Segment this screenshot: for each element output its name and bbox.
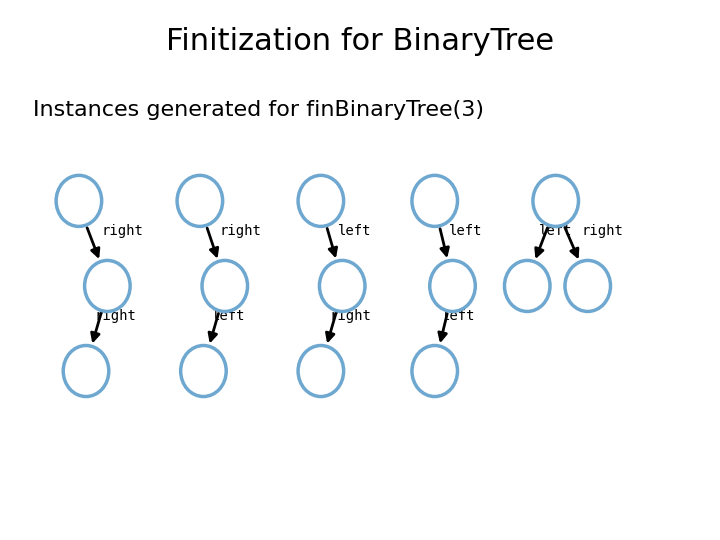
- Ellipse shape: [412, 176, 457, 226]
- Text: right: right: [220, 224, 261, 238]
- Ellipse shape: [181, 346, 226, 396]
- Ellipse shape: [320, 260, 365, 312]
- Ellipse shape: [298, 346, 343, 396]
- Text: left: left: [442, 309, 475, 323]
- Text: left: left: [338, 224, 372, 238]
- Ellipse shape: [177, 176, 222, 226]
- Ellipse shape: [84, 260, 130, 312]
- Text: left: left: [449, 224, 482, 238]
- Text: right: right: [581, 224, 624, 238]
- Text: Finitization for BinaryTree: Finitization for BinaryTree: [166, 27, 554, 56]
- Ellipse shape: [505, 260, 550, 312]
- Ellipse shape: [430, 260, 475, 312]
- Text: right: right: [102, 224, 143, 238]
- Text: Instances generated for finBinaryTree(3): Instances generated for finBinaryTree(3): [32, 100, 484, 120]
- Ellipse shape: [56, 176, 102, 226]
- Ellipse shape: [202, 260, 248, 312]
- Ellipse shape: [298, 176, 343, 226]
- Ellipse shape: [565, 260, 611, 312]
- Text: right: right: [94, 309, 136, 323]
- Ellipse shape: [533, 176, 578, 226]
- Text: right: right: [329, 309, 372, 323]
- Text: left: left: [212, 309, 246, 323]
- Ellipse shape: [412, 346, 457, 396]
- Ellipse shape: [63, 346, 109, 396]
- Text: left: left: [539, 224, 572, 238]
